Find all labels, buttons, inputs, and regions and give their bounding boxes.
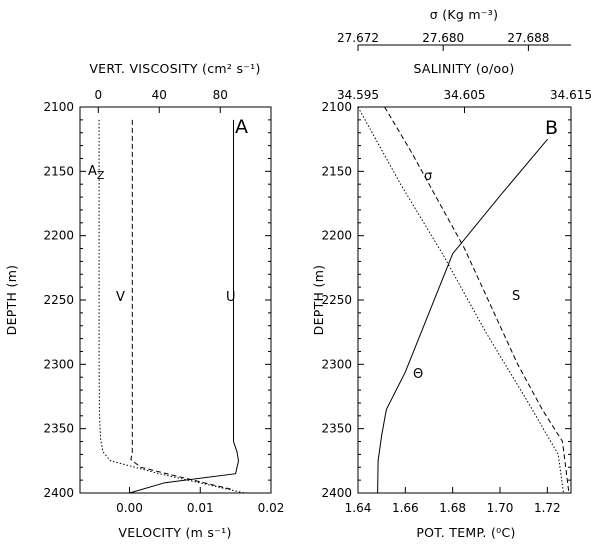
panel-b-top-axis-title: SALINITY (o/oo): [413, 61, 514, 76]
panel-b-x-tick-label: 1.72: [534, 501, 561, 515]
panel-b-y-tick-label: 2200: [321, 229, 352, 243]
panel-a-top-x-axis: 0 40 80: [94, 88, 228, 113]
panel-a-top-tick-label: 40: [152, 88, 167, 102]
panel-b-series-label-salinity: S: [512, 289, 520, 304]
panel-b-y-tick-label: 2100: [321, 100, 352, 114]
panel-a-x-axis-title: VELOCITY (m s⁻¹): [118, 525, 231, 540]
panel-b-x-tick-label: 1.68: [439, 501, 466, 515]
panel-b-plot-frame: [357, 106, 572, 494]
panel-a-series-u: [129, 119, 240, 494]
panel-b-top2-tick-label: 27.688: [507, 31, 549, 45]
panel-a-bottom-x-axis: 0.00 0.01 0.02: [116, 487, 284, 515]
panel-b-x-tick-label: 1.64: [345, 501, 372, 515]
panel-b-series-theta: [377, 138, 548, 494]
panel-b-y-tick-label: 2300: [321, 357, 352, 371]
panel-b-y-tick-label: 2150: [321, 164, 352, 178]
panel-a-series-label-az: AZ: [88, 164, 105, 182]
panel-b-x-axis-title: POT. TEMP. (⁰C): [416, 525, 515, 540]
panel-b-top2-axis-title: σ (Kg m⁻³): [430, 7, 499, 22]
panel-b-label: B: [545, 117, 558, 139]
panel-b-x-tick-label: 1.70: [487, 501, 514, 515]
panel-b-series-label-sigma: σ: [424, 169, 432, 184]
panel-a-y-tick-label: 2250: [43, 293, 74, 307]
panel-a-series-v: [130, 119, 231, 490]
panel-a-series: U V AZ: [88, 119, 245, 494]
panel-a-top-tick-label: 0: [94, 88, 102, 102]
panel-b-y-axis: 2100 2150 2200 2250 2300 2350 2400: [321, 100, 571, 500]
panel-a-series-az: [98, 119, 245, 494]
panel-a-top-tick-label: 80: [213, 88, 228, 102]
panel-b-series-sigma: [357, 106, 564, 494]
panel-a-series-label-v: V: [116, 290, 125, 305]
panel-b-y-axis-title: DEPTH (m): [311, 265, 326, 336]
panel-b-y-tick-label: 2250: [321, 293, 352, 307]
panel-a-y-axis-title: DEPTH (m): [4, 265, 19, 336]
panel-a-x-tick-label: 0.01: [187, 501, 214, 515]
panel-b-top-tick-label: 34.595: [337, 88, 379, 102]
panel-b-top-tick-label: 34.615: [550, 88, 592, 102]
panel-a-plot-frame: [79, 106, 272, 494]
panel-b-y-tick-label: 2350: [321, 422, 352, 436]
panel-a-y-tick-label: 2350: [43, 422, 74, 436]
panel-b-top-x-axis: 34.595 34.605 34.615: [337, 88, 592, 113]
panel-b-series: Θ Sσ: [357, 106, 570, 494]
panel-b-top-tick-label: 34.605: [444, 88, 486, 102]
panel-b-bottom-x-axis: 1.64 1.66 1.68 1.70 1.72: [345, 487, 561, 515]
panel-b-top2-tick-label: 27.672: [337, 31, 379, 45]
panel-b-y-tick-label: 2400: [321, 486, 352, 500]
panel-a-y-tick-label: 2150: [43, 164, 74, 178]
panel-a-top-axis-title: VERT. VISCOSITY (cm² s⁻¹): [89, 61, 260, 76]
panel-a-y-tick-label: 2200: [43, 229, 74, 243]
panel-b-series-salinity: [384, 106, 570, 494]
panel-a-x-tick-label: 0.02: [258, 501, 285, 515]
panel-b-top2-x-axis: 27.672 27.680 27.688: [337, 31, 571, 51]
panel-a-y-tick-label: 2100: [43, 100, 74, 114]
panel-a-y-axis: 2100 2150 2200 2250 2300 2350 2400: [43, 100, 271, 500]
panel-a-label: A: [235, 116, 248, 138]
panel-a-series-label-u: U: [226, 290, 236, 305]
panel-b-series-label-theta: Θ: [413, 367, 423, 382]
panel-a-x-tick-label: 0.00: [116, 501, 143, 515]
panel-a-y-tick-label: 2400: [43, 486, 74, 500]
panel-a-y-tick-label: 2300: [43, 357, 74, 371]
panel-b-top2-tick-label: 27.680: [422, 31, 464, 45]
panel-b-x-tick-label: 1.66: [392, 501, 419, 515]
